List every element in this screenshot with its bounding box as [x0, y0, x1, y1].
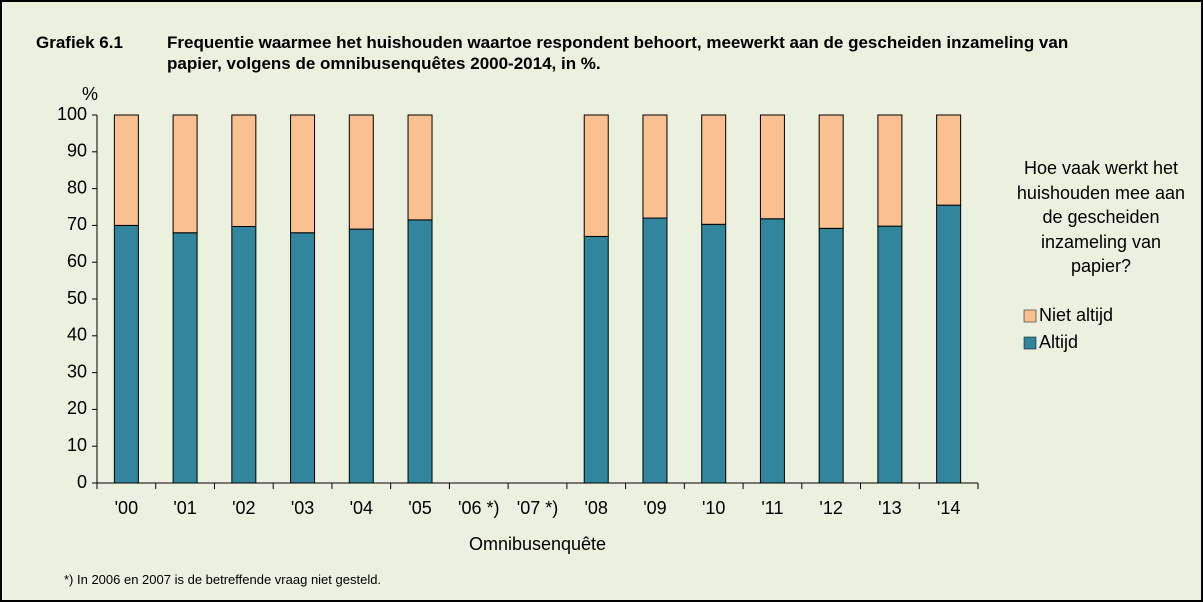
bar-segment — [701, 223, 727, 484]
bar-segment — [348, 114, 374, 230]
x-tick-label: '08 — [584, 498, 607, 518]
title: Grafiek 6.1 Frequentie waarmee het huish… — [36, 32, 1087, 74]
legend-title: Hoe vaak werkt het huishouden mee aan de… — [1016, 158, 1186, 276]
legend-swatch — [1023, 336, 1037, 350]
y-tick-label: 100 — [57, 104, 87, 124]
legend-swatch — [1023, 309, 1037, 323]
x-tick-label: '06 *) — [458, 498, 499, 518]
y-tick-label: 40 — [67, 325, 87, 345]
bar-segment — [818, 227, 844, 484]
bar-segment — [936, 114, 962, 206]
y-tick-label: 80 — [67, 177, 87, 197]
x-axis-label: Omnibusenquête — [469, 534, 606, 554]
bar-segment — [231, 114, 257, 228]
bar-segment — [642, 217, 668, 484]
bar-segment — [113, 224, 139, 484]
bar-segment — [877, 225, 903, 484]
bar-segment — [642, 114, 668, 219]
title-text: Frequentie waarmee het huishouden waarto… — [167, 33, 1069, 73]
legend-label: Altijd — [1039, 332, 1078, 352]
bar-segment — [172, 232, 198, 484]
y-tick-label: 0 — [77, 472, 87, 492]
bar-segment — [759, 114, 785, 220]
x-tick-label: '03 — [291, 498, 314, 518]
y-tick-label: 60 — [67, 251, 87, 271]
bar-segment — [407, 219, 433, 484]
x-tick-label: '09 — [643, 498, 666, 518]
bar-segment — [348, 228, 374, 484]
x-tick-label: '01 — [173, 498, 196, 518]
bar-segment — [818, 114, 844, 229]
footnote: *) In 2006 en 2007 is de betreffende vra… — [64, 572, 382, 587]
title-label: Grafiek 6.1 — [36, 33, 123, 52]
bar-segment — [172, 114, 198, 234]
bar-segment — [407, 114, 433, 221]
y-tick-label: 50 — [67, 288, 87, 308]
x-tick-label: '13 — [878, 498, 901, 518]
x-tick-label: '14 — [937, 498, 960, 518]
x-tick-label: '04 — [350, 498, 373, 518]
bar-segment — [583, 114, 609, 237]
x-tick-label: '05 — [408, 498, 431, 518]
y-tick-label: 30 — [67, 361, 87, 381]
bar-segment — [877, 114, 903, 227]
bar-segment — [583, 235, 609, 484]
bar-segment — [936, 204, 962, 484]
x-tick-label: '02 — [232, 498, 255, 518]
x-tick-label: '10 — [702, 498, 725, 518]
bar-segment — [290, 232, 316, 484]
bar-segment — [231, 226, 257, 484]
bar-segment — [701, 114, 727, 225]
bar-segment — [759, 218, 785, 484]
x-tick-label: '12 — [819, 498, 842, 518]
y-tick-label: 20 — [67, 398, 87, 418]
legend-label: Niet altijd — [1039, 305, 1113, 325]
x-tick-label: '07 *) — [517, 498, 558, 518]
x-tick-label: '11 — [761, 498, 783, 518]
x-tick-label: '00 — [115, 498, 138, 518]
y-tick-label: 70 — [67, 214, 87, 234]
y-tick-label: 10 — [67, 435, 87, 455]
bar-segment — [290, 114, 316, 234]
y-tick-label: 90 — [67, 141, 87, 161]
bar-segment — [113, 114, 139, 226]
y-axis-label: % — [82, 84, 98, 104]
